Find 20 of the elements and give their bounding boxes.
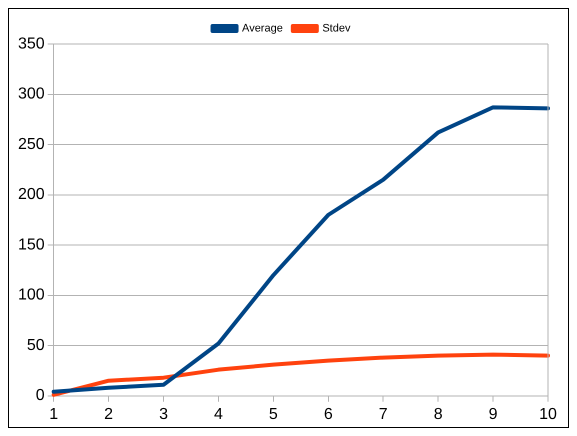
y-tick-label: 350 — [18, 35, 45, 52]
y-tick-label: 100 — [18, 286, 45, 304]
x-tick-label: 4 — [214, 406, 224, 423]
y-tick-label: 50 — [26, 336, 45, 354]
y-tick-label: 200 — [18, 186, 45, 204]
x-tick-label: 5 — [268, 406, 278, 423]
x-tick-label: 7 — [378, 406, 388, 423]
x-tick-label: 3 — [159, 406, 168, 423]
legend-label: Average — [242, 22, 283, 35]
x-tick-label: 8 — [434, 406, 443, 423]
x-tick-label: 10 — [539, 406, 557, 423]
x-tick-label: 1 — [49, 406, 58, 423]
y-tick-label: 0 — [36, 387, 45, 404]
x-tick-label: 9 — [488, 406, 498, 423]
y-tick-label: 300 — [18, 86, 45, 103]
y-tick-label: 150 — [18, 236, 45, 254]
x-tick-label: 6 — [324, 406, 333, 423]
y-tick-label: 250 — [18, 136, 45, 153]
x-tick-label: 2 — [104, 406, 114, 423]
legend-label: Stdev — [322, 22, 351, 35]
